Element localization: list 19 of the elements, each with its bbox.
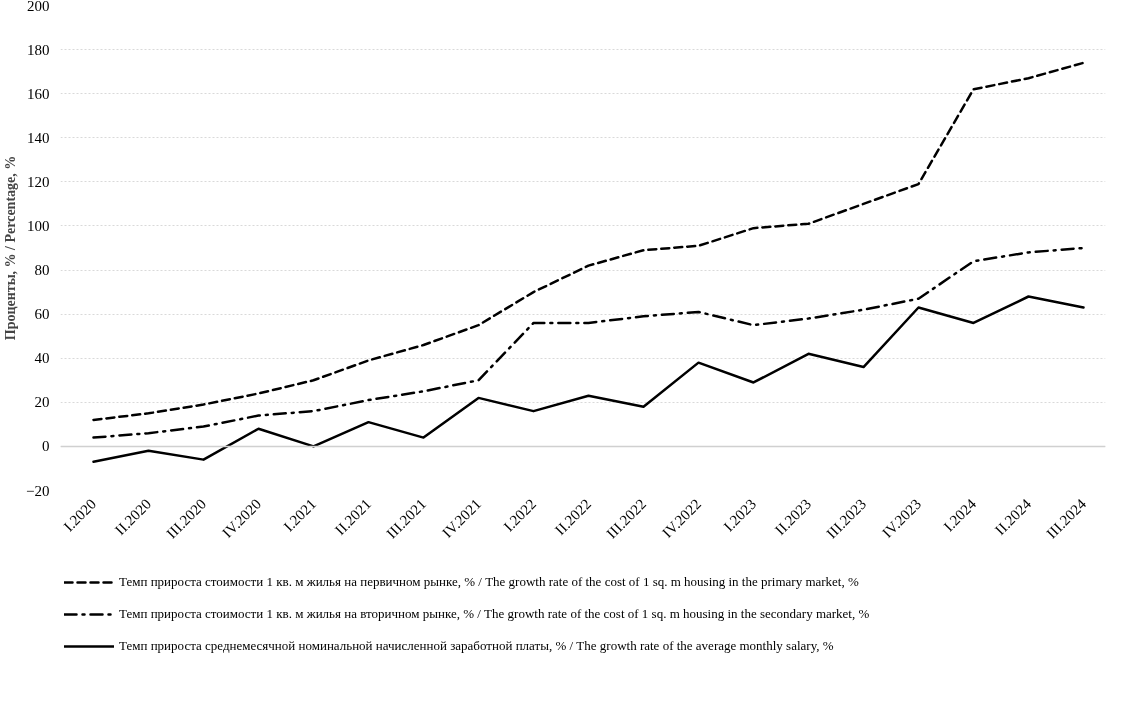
y-tick-label: 0 bbox=[42, 438, 50, 455]
y-tick-label: 180 bbox=[27, 41, 50, 58]
legend-label: Темп прироста стоимости 1 кв. м жилья на вторичном рынке, % / The growth rate of the cost of 1 sq. m housing in the secondary market, % bbox=[119, 605, 870, 623]
legend-label: Темп прироста среднемесячной номинальной начисленной заработной платы, % / The growth rate of the average monthly salary, % bbox=[119, 637, 834, 655]
legend-label: Темп прироста стоимости 1 кв. м жилья на первичном рынке, % / The growth rate of the cost of 1 sq. m housing in the primary market, % bbox=[119, 573, 859, 591]
y-tick-label: 100 bbox=[27, 217, 50, 234]
y-tick-label: 200 bbox=[27, 0, 50, 14]
y-tick-label: 80 bbox=[34, 262, 50, 279]
y-tick-label: −20 bbox=[26, 482, 50, 499]
y-tick-label: 20 bbox=[34, 394, 50, 411]
y-tick-label: 120 bbox=[27, 173, 50, 190]
line-series bbox=[92, 295, 1085, 464]
line-series bbox=[92, 61, 1085, 422]
y-axis-title: Проценты, % / Percentage, % bbox=[3, 155, 19, 341]
y-tick-label: 140 bbox=[27, 129, 50, 146]
y-tick-label: 40 bbox=[34, 350, 50, 367]
y-tick-label: 160 bbox=[27, 85, 50, 102]
line-series bbox=[92, 246, 1085, 439]
y-tick-label: 60 bbox=[34, 306, 50, 323]
